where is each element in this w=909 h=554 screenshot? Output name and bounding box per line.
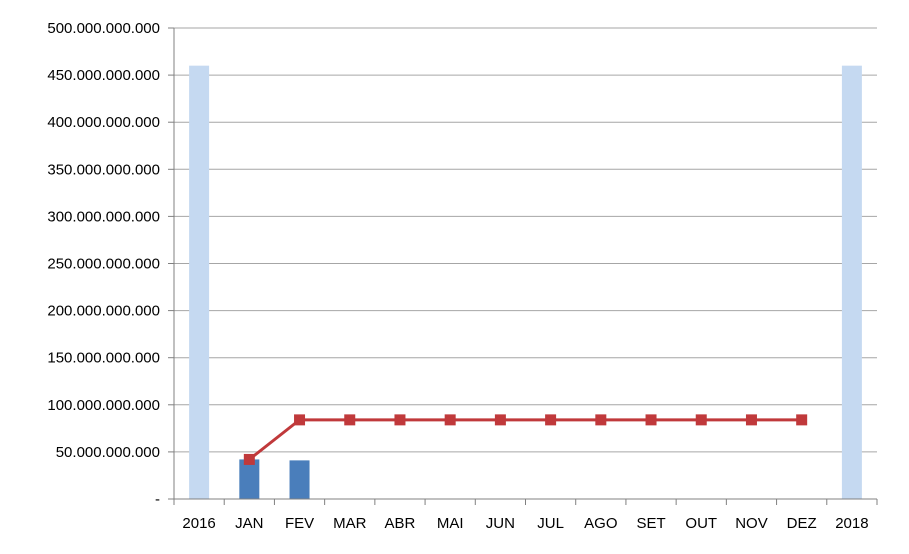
series-point [243, 453, 255, 465]
x-tick-label: JAN [235, 515, 263, 532]
series-line [248, 418, 802, 461]
y-tick-label: 500.000.000.000 [47, 20, 160, 37]
series-point [796, 414, 808, 426]
y-tick-label: 150.000.000.000 [47, 350, 160, 367]
x-tick-label: MAR [333, 515, 367, 532]
bar [189, 65, 210, 500]
x-tick-label: FEV [285, 515, 314, 532]
y-tick-label: 200.000.000.000 [47, 303, 160, 320]
y-tick-label: 50.000.000.000 [56, 444, 160, 461]
series-point [294, 414, 306, 426]
bars [189, 65, 862, 500]
x-tick-label: MAI [437, 515, 464, 532]
x-tick-label: JUL [537, 515, 564, 532]
series-point [695, 414, 707, 426]
bar [239, 459, 260, 499]
axes [168, 27, 878, 505]
series-point [545, 414, 557, 426]
x-tick-label: ABR [385, 515, 416, 532]
bar [289, 460, 310, 499]
x-tick-label: 2016 [182, 515, 215, 532]
y-axis-tick-labels: - 50.000.000.000 100.000.000.000 150.000.00… [47, 20, 160, 508]
series-point [645, 414, 657, 426]
y-tick-label: 300.000.000.000 [47, 208, 160, 225]
series-point [494, 414, 506, 426]
x-tick-label: JUN [486, 515, 515, 532]
x-tick-label: DEZ [787, 515, 817, 532]
series-point [394, 414, 406, 426]
x-tick-label: NOV [735, 515, 768, 532]
x-tick-label: AGO [584, 515, 617, 532]
x-tick-label: 2018 [835, 515, 868, 532]
bar [841, 65, 862, 500]
series-point [344, 414, 356, 426]
y-tick-label: 250.000.000.000 [47, 256, 160, 273]
x-tick-label: SET [636, 515, 665, 532]
series-point [745, 414, 757, 426]
y-tick-label: - [155, 491, 160, 508]
line-series [243, 414, 808, 465]
gridlines [174, 27, 877, 453]
y-tick-label: 350.000.000.000 [47, 161, 160, 178]
series-point [444, 414, 456, 426]
series-point [595, 414, 607, 426]
x-tick-label: OUT [685, 515, 717, 532]
x-axis-tick-labels: 2016 JAN FEV MAR ABR MAI JUN JUL AGO SET OUT NOV DEZ… [182, 515, 868, 532]
y-tick-label: 400.000.000.000 [47, 114, 160, 131]
y-tick-label: 450.000.000.000 [47, 67, 160, 84]
y-tick-label: 100.000.000.000 [47, 397, 160, 414]
